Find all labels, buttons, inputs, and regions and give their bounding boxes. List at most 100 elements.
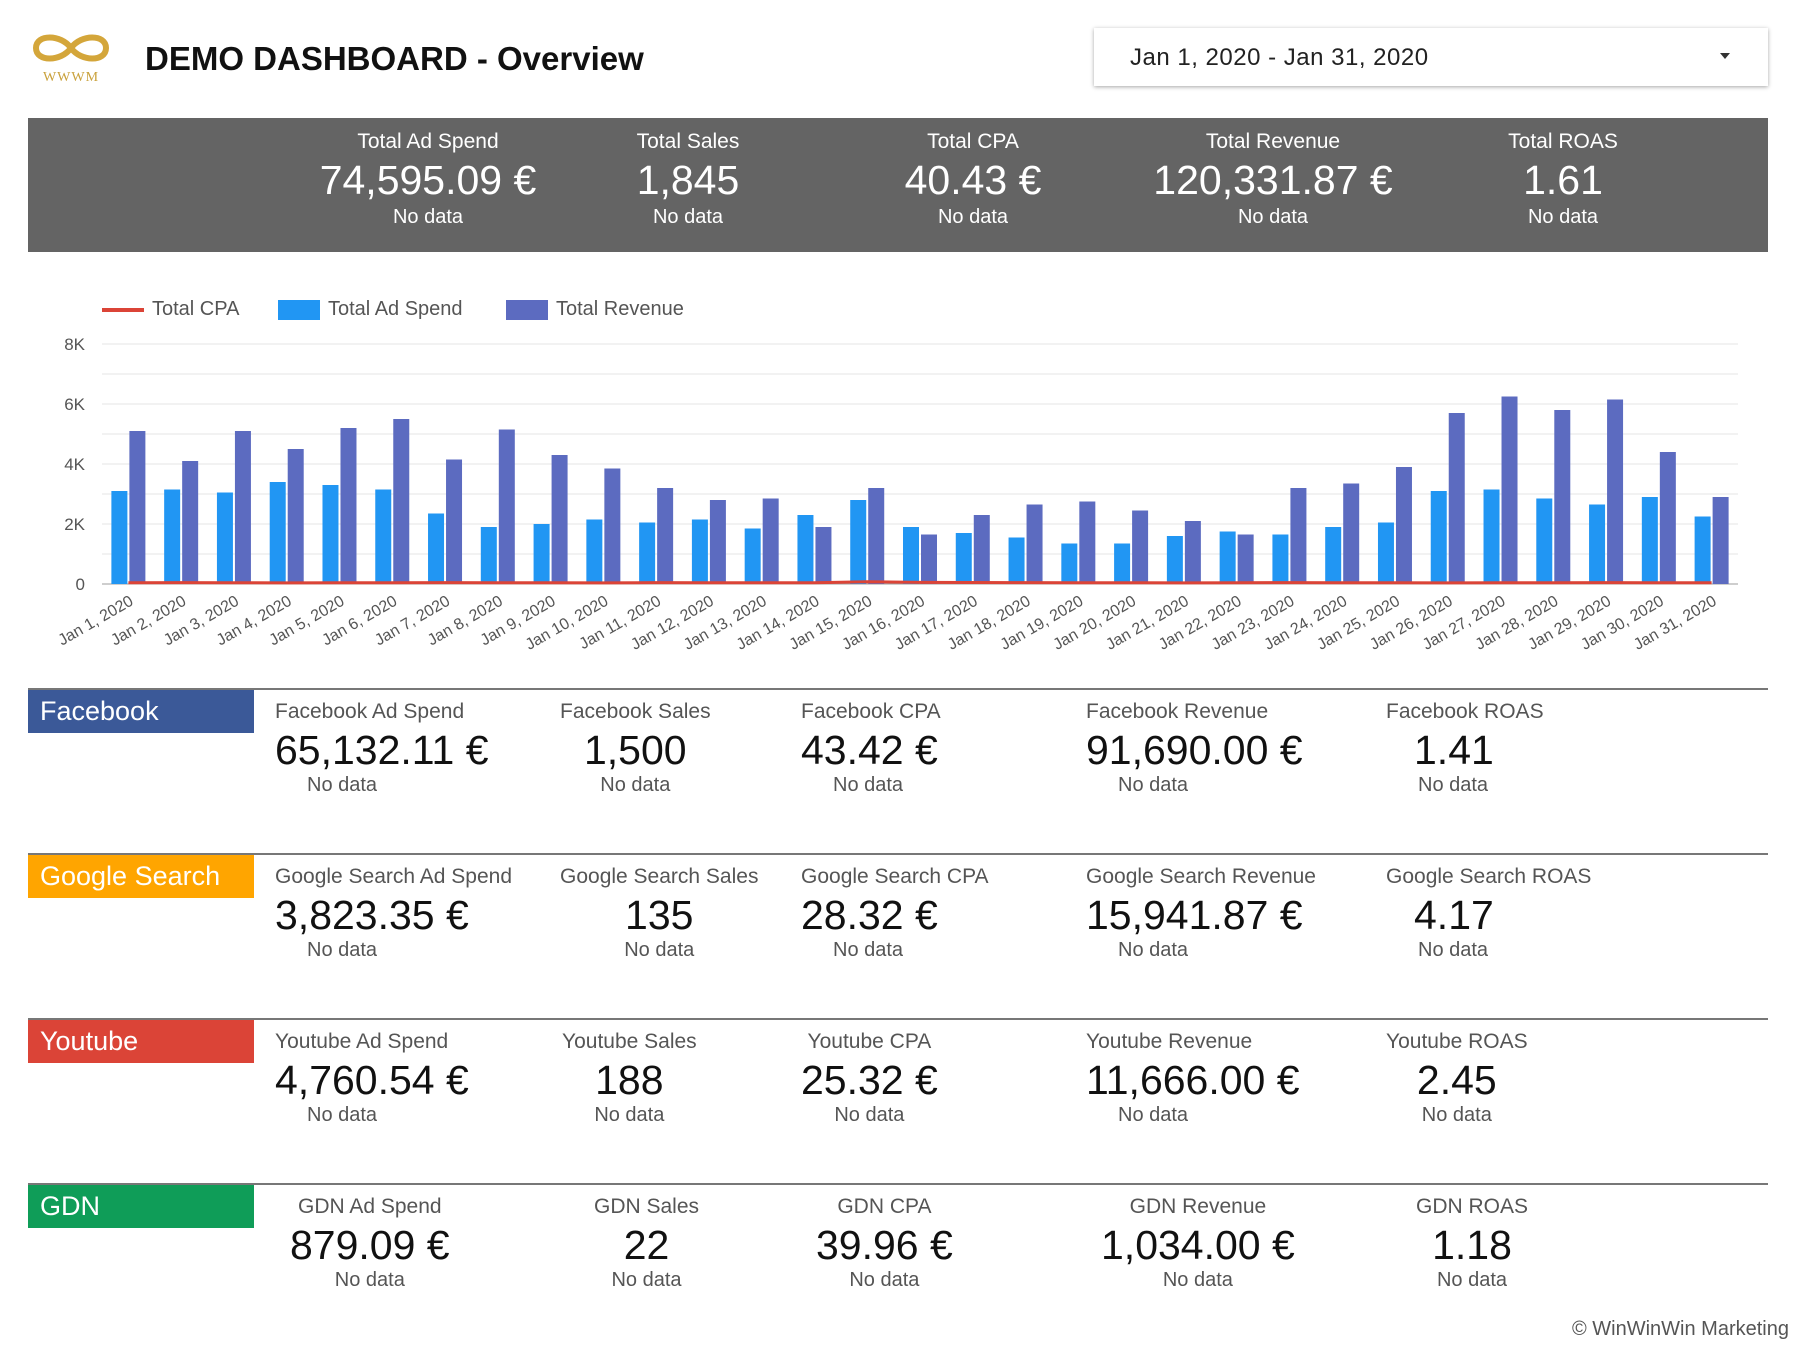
- bar-ad-spend: [797, 515, 814, 584]
- metric-value: 39.96 €: [816, 1222, 953, 1268]
- metric-label: GDN CPA: [837, 1195, 932, 1218]
- legend-swatch: [278, 299, 320, 320]
- bar-ad-spend: [1166, 536, 1183, 584]
- channel-tag-gdn: GDN: [28, 1185, 254, 1228]
- bar-revenue: [1712, 497, 1729, 584]
- gdn-sales-card: GDN Sales 22 No data: [594, 1195, 699, 1292]
- bar-revenue: [287, 449, 304, 584]
- metric-value: 4.17: [1414, 892, 1494, 938]
- metric-value: 879.09 €: [290, 1222, 450, 1268]
- legend-swatch: [102, 307, 144, 312]
- bar-revenue: [1026, 504, 1043, 584]
- bar-ad-spend: [955, 533, 972, 584]
- legend-swatch: [506, 299, 548, 320]
- facebook-revenue-card: Facebook Revenue 91,690.00 € No data: [1086, 700, 1303, 797]
- bar-ad-spend: [1430, 491, 1447, 584]
- bar-revenue: [393, 419, 410, 584]
- metric-value: 25.32 €: [801, 1057, 938, 1103]
- bar-ad-spend: [1061, 543, 1078, 584]
- gdn-revenue-card: GDN Revenue 1,034.00 € No data: [1101, 1195, 1295, 1292]
- kpi-label: Total ROAS: [1508, 130, 1618, 153]
- youtube-revenue-card: Youtube Revenue 11,666.00 € No data: [1086, 1030, 1300, 1127]
- bar-revenue: [182, 461, 199, 584]
- copyright-notice: © WinWinWin Marketing: [1572, 1318, 1789, 1340]
- bar-ad-spend: [639, 522, 656, 584]
- bar-ad-spend: [1325, 527, 1342, 584]
- metric-label: Facebook CPA: [801, 700, 941, 723]
- kpi-label: Total Ad Spend: [357, 130, 499, 153]
- total-sales-card: Total Sales 1,845 No data: [593, 130, 783, 229]
- y-tick-label: 8K: [64, 335, 85, 354]
- metric-comparison: No data: [307, 774, 378, 796]
- gdn-roas-card: GDN ROAS 1.18 No data: [1416, 1195, 1528, 1292]
- bar-revenue: [498, 429, 515, 584]
- bar-revenue: [446, 459, 463, 584]
- bar-ad-spend: [691, 519, 708, 584]
- facebook-ad-spend-card: Facebook Ad Spend 65,132.11 € No data: [275, 700, 489, 797]
- bar-ad-spend: [1114, 543, 1131, 584]
- metric-label: Youtube CPA: [807, 1030, 932, 1053]
- metric-comparison: No data: [1118, 939, 1189, 961]
- metric-value: 3,823.35 €: [275, 892, 469, 938]
- bar-revenue: [973, 515, 990, 584]
- kpi-value: 40.43 €: [904, 157, 1042, 203]
- google-search-sales-card: Google Search Sales 135 No data: [560, 865, 758, 962]
- google-search-ad-spend-card: Google Search Ad Spend 3,823.35 € No dat…: [275, 865, 512, 962]
- bar-ad-spend: [533, 524, 550, 584]
- metric-label: Facebook ROAS: [1386, 700, 1544, 723]
- metric-value: 135: [625, 892, 694, 938]
- metric-value: 188: [595, 1057, 664, 1103]
- kpi-label: Total Sales: [636, 130, 740, 153]
- bar-ad-spend: [375, 489, 392, 584]
- bar-ad-spend: [850, 500, 867, 584]
- legend-item-total-ad-spend[interactable]: Total Ad Spend: [278, 298, 463, 321]
- bar-ad-spend: [1589, 504, 1606, 584]
- google-search-cpa-card: Google Search CPA 28.32 € No data: [801, 865, 989, 962]
- bar-revenue: [1395, 467, 1412, 584]
- channel-section-gdn: GDN GDN Ad Spend 879.09 € No data GDN Sa…: [28, 1183, 1768, 1343]
- section-divider: [28, 853, 1768, 855]
- channel-tag-facebook: Facebook: [28, 690, 254, 733]
- bar-ad-spend: [1377, 522, 1394, 584]
- kpi-value: 1.61: [1523, 157, 1603, 203]
- channel-tag-youtube: Youtube: [28, 1020, 254, 1063]
- youtube-sales-card: Youtube Sales 188 No data: [562, 1030, 697, 1127]
- legend-label: Total Revenue: [556, 298, 684, 320]
- dropdown-caret-icon[interactable]: [1720, 53, 1730, 59]
- legend-item-total-cpa[interactable]: Total CPA: [102, 298, 239, 321]
- kpi-comparison: No data: [392, 206, 464, 228]
- bar-revenue: [657, 488, 674, 584]
- y-tick-label: 4K: [64, 455, 85, 474]
- legend-item-total-revenue[interactable]: Total Revenue: [506, 298, 684, 321]
- metric-label: GDN Revenue: [1129, 1195, 1267, 1218]
- bar-revenue: [762, 498, 779, 584]
- bar-revenue: [1343, 483, 1360, 584]
- metric-comparison: No data: [600, 774, 671, 796]
- kpi-comparison: No data: [652, 206, 724, 228]
- metric-label: Google Search Revenue: [1086, 865, 1316, 888]
- bar-revenue: [1079, 501, 1096, 584]
- brand-logo: WWWM: [26, 26, 116, 92]
- date-range-value: Jan 1, 2020 - Jan 31, 2020: [1130, 44, 1429, 71]
- bar-revenue: [234, 431, 251, 584]
- bar-ad-spend: [164, 489, 181, 584]
- metric-comparison: No data: [611, 1269, 682, 1291]
- metric-label: Google Search CPA: [801, 865, 989, 888]
- metric-value: 1.41: [1414, 727, 1494, 773]
- bar-ad-spend: [216, 492, 233, 584]
- metric-label: GDN Ad Spend: [298, 1195, 442, 1218]
- google-search-roas-card: Google Search ROAS 4.17 No data: [1386, 865, 1591, 962]
- channel-section-google-search: Google Search Google Search Ad Spend 3,8…: [28, 853, 1768, 1013]
- kpi-comparison: No data: [1527, 206, 1599, 228]
- bar-revenue: [551, 455, 568, 584]
- bar-revenue: [604, 468, 621, 584]
- metric-comparison: No data: [594, 1104, 665, 1126]
- bar-ad-spend: [1272, 534, 1289, 584]
- metric-comparison: No data: [1118, 774, 1189, 796]
- bar-revenue: [129, 431, 146, 584]
- section-divider: [28, 1018, 1768, 1020]
- channel-section-youtube: Youtube Youtube Ad Spend 4,760.54 € No d…: [28, 1018, 1768, 1178]
- metric-label: Facebook Revenue: [1086, 700, 1269, 723]
- metric-label: Facebook Ad Spend: [275, 700, 465, 723]
- date-range-picker[interactable]: Jan 1, 2020 - Jan 31, 2020: [1094, 28, 1768, 86]
